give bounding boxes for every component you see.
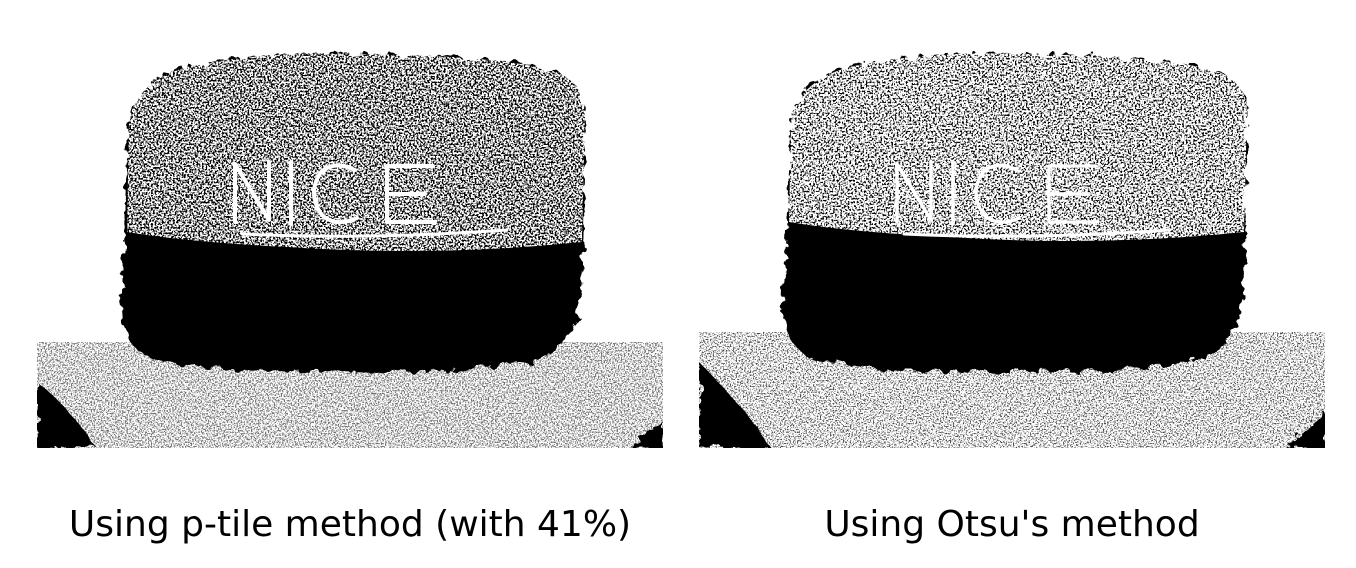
ptile-result-image <box>37 42 663 448</box>
otsu-image-svg <box>699 42 1325 448</box>
ptile-caption: Using p-tile method (with 41%) <box>37 498 663 552</box>
otsu-caption: Using Otsu's method <box>699 498 1325 552</box>
otsu-result-image <box>699 42 1325 448</box>
ptile-image-svg <box>37 42 663 448</box>
